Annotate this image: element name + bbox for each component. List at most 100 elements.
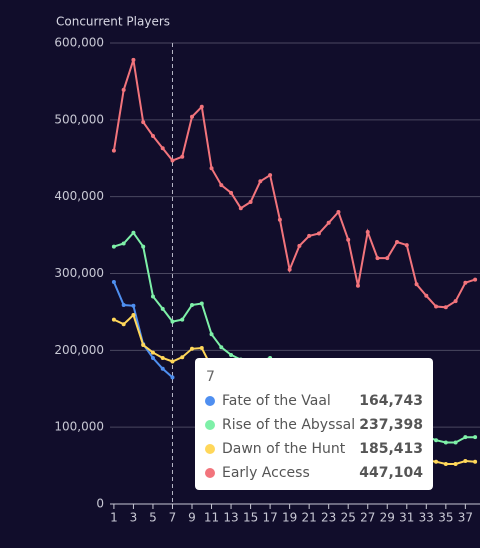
data-point bbox=[365, 230, 370, 235]
data-point bbox=[170, 158, 175, 163]
x-tick-label: 17 bbox=[262, 511, 277, 525]
series-line bbox=[112, 281, 174, 379]
data-point bbox=[473, 435, 478, 440]
data-point bbox=[443, 305, 448, 310]
data-point bbox=[160, 146, 165, 151]
data-point bbox=[111, 244, 116, 249]
y-tick-label: 300,000 bbox=[54, 266, 104, 280]
x-tick-label: 11 bbox=[204, 511, 219, 525]
data-point bbox=[131, 303, 136, 308]
data-point bbox=[395, 239, 400, 244]
tooltip-box bbox=[195, 358, 433, 490]
data-point bbox=[111, 148, 116, 153]
data-point bbox=[219, 345, 224, 350]
legend-label: Rise of the Abyssal bbox=[222, 417, 355, 433]
data-point bbox=[121, 241, 126, 246]
data-point bbox=[297, 243, 302, 248]
data-point bbox=[121, 87, 126, 92]
data-point bbox=[434, 304, 439, 309]
x-tick-label: 31 bbox=[399, 511, 414, 525]
x-tick-label: 25 bbox=[341, 511, 356, 525]
x-tick-label: 3 bbox=[130, 511, 138, 525]
data-point bbox=[453, 462, 458, 467]
data-point bbox=[434, 459, 439, 464]
data-point bbox=[463, 435, 468, 440]
data-point bbox=[160, 306, 165, 311]
data-point bbox=[434, 438, 439, 443]
data-point bbox=[443, 462, 448, 467]
data-point bbox=[141, 244, 146, 249]
tooltip-value: 185,413 bbox=[359, 441, 423, 457]
x-tick-label: 15 bbox=[243, 511, 258, 525]
data-point bbox=[238, 206, 243, 211]
legend-label: Dawn of the Hunt bbox=[222, 441, 346, 457]
data-point bbox=[190, 346, 195, 351]
y-tick-label: 100,000 bbox=[54, 420, 104, 434]
data-point bbox=[463, 458, 468, 463]
data-point bbox=[336, 210, 341, 215]
series-line bbox=[112, 59, 476, 309]
y-tick-label: 400,000 bbox=[54, 189, 104, 203]
data-point bbox=[131, 230, 136, 235]
data-point bbox=[170, 359, 175, 364]
data-point bbox=[307, 233, 312, 238]
x-tick-label: 7 bbox=[169, 511, 177, 525]
data-point bbox=[199, 346, 204, 351]
data-point bbox=[326, 220, 331, 225]
data-point bbox=[199, 104, 204, 109]
legend-marker bbox=[205, 396, 215, 406]
legend-marker bbox=[205, 468, 215, 478]
data-point bbox=[414, 282, 419, 287]
data-point bbox=[277, 217, 282, 222]
data-point bbox=[121, 303, 126, 308]
data-point bbox=[131, 57, 136, 62]
data-point bbox=[180, 154, 185, 159]
data-point bbox=[443, 440, 448, 445]
data-point bbox=[160, 356, 165, 361]
data-point bbox=[404, 243, 409, 248]
data-point bbox=[150, 356, 155, 361]
data-point bbox=[219, 183, 224, 188]
data-point bbox=[180, 355, 185, 360]
legend-marker bbox=[205, 444, 215, 454]
data-point bbox=[111, 317, 116, 322]
data-point bbox=[190, 303, 195, 308]
x-tick-label: 21 bbox=[302, 511, 317, 525]
data-point bbox=[121, 322, 126, 327]
y-tick-label: 600,000 bbox=[54, 36, 104, 50]
x-tick-label: 35 bbox=[438, 511, 453, 525]
data-point bbox=[346, 237, 351, 242]
legend-marker bbox=[205, 420, 215, 430]
data-point bbox=[473, 277, 478, 282]
data-point bbox=[131, 312, 136, 317]
x-tick-label: 19 bbox=[282, 511, 297, 525]
x-tick-label: 37 bbox=[458, 511, 473, 525]
data-point bbox=[385, 256, 390, 261]
data-point bbox=[209, 332, 214, 337]
data-point bbox=[229, 190, 234, 195]
data-point bbox=[199, 301, 204, 306]
legend-label: Early Access bbox=[222, 465, 310, 481]
data-point bbox=[141, 120, 146, 125]
data-point bbox=[170, 319, 175, 324]
data-point bbox=[180, 317, 185, 322]
y-axis-label: Concurrent Players bbox=[56, 15, 170, 29]
x-tick-label: 33 bbox=[419, 511, 434, 525]
x-tick-label: 1 bbox=[110, 511, 118, 525]
data-point bbox=[209, 166, 214, 171]
data-point bbox=[160, 366, 165, 371]
data-point bbox=[258, 179, 263, 184]
data-point bbox=[375, 256, 380, 261]
x-tick-label: 27 bbox=[360, 511, 375, 525]
data-point bbox=[473, 459, 478, 464]
x-tick-label: 29 bbox=[380, 511, 395, 525]
data-point bbox=[150, 350, 155, 355]
data-point bbox=[453, 440, 458, 445]
data-point bbox=[355, 283, 360, 288]
tooltip-title: 7 bbox=[206, 369, 215, 385]
x-tick-label: 23 bbox=[321, 511, 336, 525]
data-point bbox=[170, 375, 175, 380]
y-tick-label: 200,000 bbox=[54, 343, 104, 357]
data-point bbox=[111, 279, 116, 284]
